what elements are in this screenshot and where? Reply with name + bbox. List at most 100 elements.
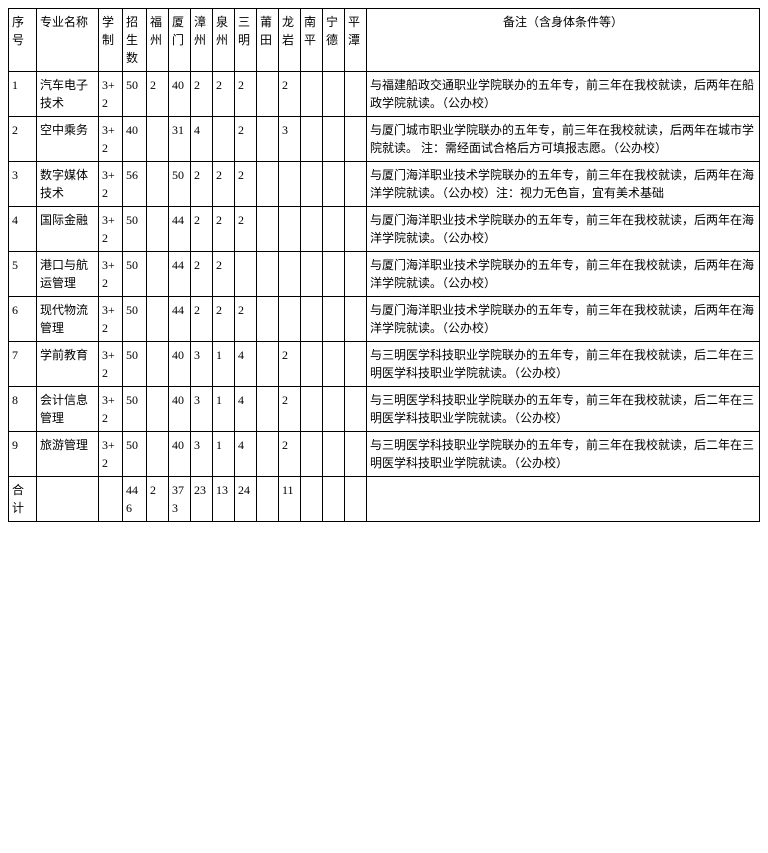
cell-zz: 3 [191,387,213,432]
cell-ptn [345,72,367,117]
cell-qz: 2 [213,297,235,342]
cell-nd [323,432,345,477]
cell-fz [147,297,169,342]
cell-seq: 4 [9,207,37,252]
cell-zz: 3 [191,432,213,477]
table-row: 3数字媒体技术3+25650222与厦门海洋职业技术学院联办的五年专，前三年在我… [9,162,760,207]
cell-fz [147,387,169,432]
cell-remark: 与厦门城市职业学院联办的五年专，前三年在我校就读，后两年在城市学院就读。 注：需… [367,117,760,162]
cell-major: 会计信息管理 [37,387,99,432]
cell-ptn [345,432,367,477]
cell-ptn [345,162,367,207]
cell-nd [323,252,345,297]
cell-sm [235,252,257,297]
cell-sys: 3+2 [99,342,123,387]
cell-xm: 44 [169,252,191,297]
table-row: 2空中乘务3+24031423与厦门城市职业学院联办的五年专，前三年在我校就读，… [9,117,760,162]
cell-sys: 3+2 [99,162,123,207]
col-longyan: 龙岩 [279,9,301,72]
cell-zz: 2 [191,72,213,117]
col-pingtan: 平潭 [345,9,367,72]
cell-np [301,432,323,477]
cell-major: 港口与航运管理 [37,252,99,297]
cell-sm: 4 [235,432,257,477]
cell-xm: 50 [169,162,191,207]
total-cell-13 [345,477,367,522]
total-cell-8: 24 [235,477,257,522]
cell-seq: 6 [9,297,37,342]
table-row: 5港口与航运管理3+2504422与厦门海洋职业技术学院联办的五年专，前三年在我… [9,252,760,297]
total-cell-4: 2 [147,477,169,522]
cell-sm: 4 [235,387,257,432]
col-zhangzhou: 漳州 [191,9,213,72]
cell-pt [257,387,279,432]
cell-remark: 与厦门海洋职业技术学院联办的五年专，前三年在我校就读，后两年在海洋学院就读。（公… [367,252,760,297]
cell-major: 数字媒体技术 [37,162,99,207]
total-cell-5: 373 [169,477,191,522]
cell-remark: 与三明医学科技职业学院联办的五年专，前三年在我校就读，后二年在三明医学科技职业学… [367,387,760,432]
cell-xm: 40 [169,387,191,432]
cell-sys: 3+2 [99,207,123,252]
cell-remark: 与三明医学科技职业学院联办的五年专，前三年在我校就读，后二年在三明医学科技职业学… [367,432,760,477]
cell-xm: 40 [169,342,191,387]
cell-seq: 1 [9,72,37,117]
total-cell-9 [257,477,279,522]
cell-seq: 9 [9,432,37,477]
cell-sm: 2 [235,117,257,162]
cell-pt [257,72,279,117]
cell-nd [323,72,345,117]
cell-sm: 2 [235,162,257,207]
cell-remark: 与三明医学科技职业学院联办的五年专，前三年在我校就读，后二年在三明医学科技职业学… [367,342,760,387]
cell-pt [257,252,279,297]
table-row: 1汽车电子技术3+2502402222与福建船政交通职业学院联办的五年专，前三年… [9,72,760,117]
cell-np [301,72,323,117]
cell-fz [147,252,169,297]
col-xiamen: 厦门 [169,9,191,72]
cell-pt [257,297,279,342]
cell-zz: 2 [191,252,213,297]
cell-np [301,342,323,387]
cell-fz [147,207,169,252]
cell-sys: 3+2 [99,387,123,432]
cell-pt [257,432,279,477]
cell-fz [147,117,169,162]
cell-enroll: 40 [123,117,147,162]
enrollment-table: 序号 专业名称 学制 招生数 福州 厦门 漳州 泉州 三明 莆田 龙岩 南平 宁… [8,8,760,522]
cell-qz: 2 [213,207,235,252]
cell-enroll: 56 [123,162,147,207]
cell-nd [323,207,345,252]
cell-enroll: 50 [123,207,147,252]
cell-sys: 3+2 [99,297,123,342]
table-row: 6现代物流管理3+25044222与厦门海洋职业技术学院联办的五年专，前三年在我… [9,297,760,342]
col-quanzhou: 泉州 [213,9,235,72]
cell-qz: 2 [213,72,235,117]
cell-np [301,207,323,252]
col-major: 专业名称 [37,9,99,72]
cell-ptn [345,297,367,342]
total-cell-6: 23 [191,477,213,522]
cell-xm: 31 [169,117,191,162]
cell-qz: 1 [213,342,235,387]
cell-ly: 2 [279,72,301,117]
cell-major: 国际金融 [37,207,99,252]
cell-sm: 2 [235,72,257,117]
col-remark: 备注（含身体条件等） [367,9,760,72]
cell-major: 学前教育 [37,342,99,387]
cell-ly [279,207,301,252]
cell-ly: 2 [279,432,301,477]
cell-remark: 与福建船政交通职业学院联办的五年专，前三年在我校就读，后两年在船政学院就读。（公… [367,72,760,117]
cell-xm: 40 [169,72,191,117]
table-total-row: 合计446237323132411 [9,477,760,522]
cell-enroll: 50 [123,432,147,477]
cell-ly: 2 [279,387,301,432]
cell-np [301,117,323,162]
cell-enroll: 50 [123,387,147,432]
cell-zz: 3 [191,342,213,387]
total-cell-14 [367,477,760,522]
cell-zz: 2 [191,207,213,252]
cell-seq: 2 [9,117,37,162]
table-row: 9旅游管理3+250403142与三明医学科技职业学院联办的五年专，前三年在我校… [9,432,760,477]
cell-ly: 2 [279,342,301,387]
cell-zz: 2 [191,297,213,342]
total-cell-10: 11 [279,477,301,522]
